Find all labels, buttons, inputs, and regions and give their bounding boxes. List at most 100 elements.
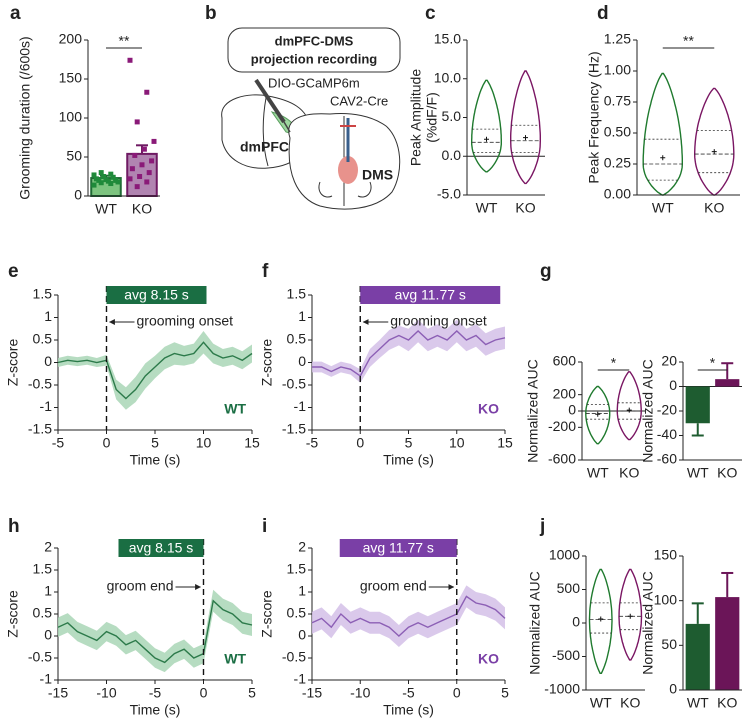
error-band xyxy=(58,589,252,673)
y-tick-label: 1.5 xyxy=(287,286,307,302)
significance: * xyxy=(710,355,716,371)
y-tick-label: 0 xyxy=(572,614,580,630)
y-tick-label: 200 xyxy=(59,31,83,47)
y-tick-label: 1.00 xyxy=(604,62,631,78)
data-point xyxy=(91,172,97,178)
line xyxy=(312,330,506,378)
y-tick-label: 1.5 xyxy=(287,561,307,577)
y-tick-label: 0 xyxy=(74,187,82,203)
y-tick-label: -60 xyxy=(657,451,677,467)
data-point xyxy=(151,138,157,144)
y-tick-label: -1 xyxy=(294,671,307,687)
y-tick-label: 1 xyxy=(298,308,306,324)
midline xyxy=(262,97,269,167)
diagram: b dmPFC-DMS projection recording DIO-GCa… xyxy=(205,3,401,210)
y-tick-label: 100 xyxy=(654,591,678,607)
y-tick-label: -1 xyxy=(294,398,307,414)
panel-letter: e xyxy=(8,261,19,282)
y-axis-label: Peak Frequency (Hz) xyxy=(586,51,602,183)
y-tick-label: 2 xyxy=(298,539,306,555)
y-tick-label: 0 xyxy=(568,402,576,418)
y-tick-label: 150 xyxy=(59,70,83,86)
data-point xyxy=(137,174,143,179)
violin xyxy=(642,72,683,196)
data-point xyxy=(149,158,155,164)
panel-letter: h xyxy=(8,516,20,537)
error-band xyxy=(58,331,252,410)
diagram-title: dmPFC-DMS xyxy=(275,33,354,48)
event-label: avg 11.77 s xyxy=(395,287,466,303)
y-tick-label: 150 xyxy=(654,547,678,563)
x-tick-label: -15 xyxy=(302,685,322,701)
violin xyxy=(618,568,643,661)
y-tick-label: -200 xyxy=(548,418,576,434)
y-tick-label: -1.5 xyxy=(28,421,52,437)
x-tick-label: 0 xyxy=(103,435,111,451)
y-tick-label: 0.00 xyxy=(604,186,631,202)
data-point xyxy=(144,89,150,95)
bar xyxy=(715,379,740,387)
x-tick-label: -10 xyxy=(96,685,116,701)
mean-marker xyxy=(627,613,633,619)
x-tick-label: KO xyxy=(717,465,737,481)
y-axis-label: Normalized AUC xyxy=(640,359,656,462)
x-tick-label: 0 xyxy=(200,685,208,701)
y-tick-label: 1 xyxy=(44,583,52,599)
significance: ** xyxy=(119,33,130,49)
y-tick-label: 0.5 xyxy=(287,331,307,347)
y-tick-label: -1 xyxy=(40,398,53,414)
bar xyxy=(685,386,710,424)
y-tick-label: -0.5 xyxy=(282,376,306,392)
diagram-title: projection recording xyxy=(251,51,377,66)
event-box xyxy=(339,539,457,557)
x-tick-label: WT xyxy=(590,695,612,711)
x-tick-label: 15 xyxy=(497,435,513,451)
panel-letter: b xyxy=(205,3,217,24)
x-tick-label: 10 xyxy=(196,435,212,451)
significance: * xyxy=(611,355,617,371)
x-tick-label: KO xyxy=(620,695,640,711)
data-point xyxy=(134,119,140,125)
y-tick-label: 0 xyxy=(44,627,52,643)
y-tick-label: 1.5 xyxy=(33,561,53,577)
violin xyxy=(616,371,642,441)
data-point xyxy=(91,182,97,188)
x-tick-label: -5 xyxy=(402,685,415,701)
y-tick-label: 200 xyxy=(553,385,577,401)
mean-marker xyxy=(598,616,604,622)
data-point xyxy=(141,146,147,152)
ventricle xyxy=(318,181,372,198)
x-axis-label: Time (s) xyxy=(383,702,434,718)
y-tick-label: -5.0 xyxy=(437,186,461,202)
dms-region xyxy=(338,156,358,184)
x-tick-label: 0 xyxy=(356,435,364,451)
x-tick-label: 10 xyxy=(449,435,465,451)
y-tick-label: -1 xyxy=(40,671,53,687)
y-axis-label: Grooming duration (/600s) xyxy=(17,36,33,199)
y-tick-label: 5.0 xyxy=(442,108,462,124)
panel-letter: c xyxy=(425,3,436,24)
line xyxy=(57,599,253,664)
mean-marker xyxy=(595,411,601,417)
panel-letter: a xyxy=(10,3,21,24)
data-point xyxy=(110,174,116,180)
x-axis-label: Time (s) xyxy=(383,452,434,468)
panel-letter: g xyxy=(540,261,552,282)
x-tick-label: KO xyxy=(704,200,724,216)
data-point xyxy=(146,170,152,176)
x-tick-label: 5 xyxy=(405,435,413,451)
data-point xyxy=(134,184,140,190)
y-tick-label: 50 xyxy=(661,636,677,652)
event-label: avg 8.15 s xyxy=(129,540,194,556)
data-point xyxy=(103,177,109,183)
x-tick-label: KO xyxy=(717,695,737,711)
y-axis-label: Normalized AUC xyxy=(640,571,656,674)
y-tick-label: 0.75 xyxy=(604,93,631,109)
panel-letter: f xyxy=(262,261,269,282)
y-tick-label: -0.5 xyxy=(28,649,52,665)
y-tick-label: 0.0 xyxy=(442,147,462,163)
y-tick-label: -0.5 xyxy=(282,649,306,665)
y-tick-label: 0 xyxy=(298,353,306,369)
y-tick-label: 1 xyxy=(298,583,306,599)
mean-marker xyxy=(660,155,666,161)
